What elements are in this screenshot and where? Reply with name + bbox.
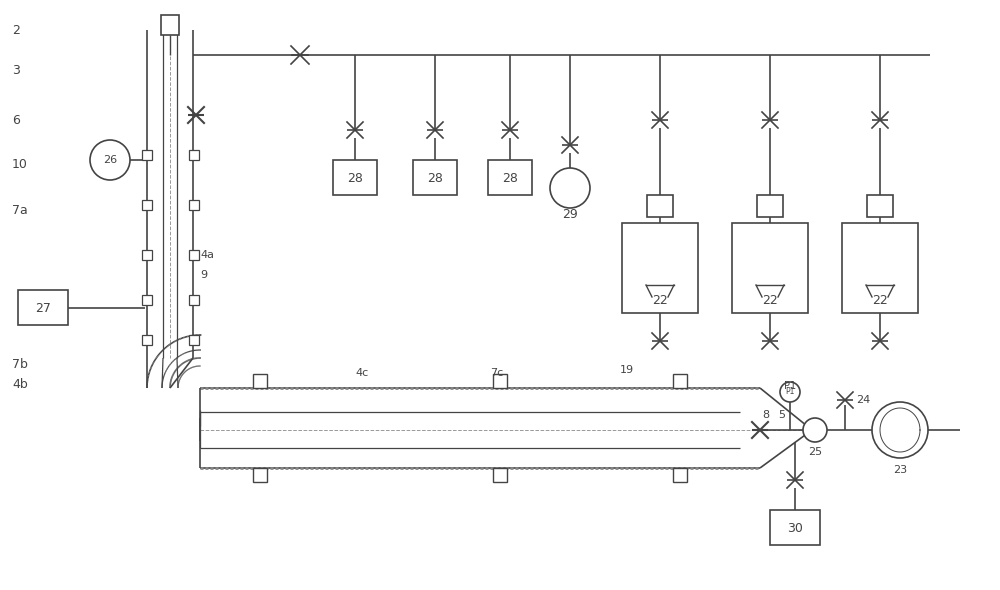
Bar [142, 150, 152, 160]
Text: 6: 6 [12, 113, 20, 126]
Bar [647, 195, 673, 217]
Bar [757, 195, 783, 217]
Bar [413, 160, 457, 195]
Text: 27: 27 [35, 301, 51, 314]
Text: 25: 25 [808, 447, 822, 457]
Bar [189, 250, 199, 260]
Bar [493, 374, 507, 388]
Bar [622, 223, 698, 313]
Bar [253, 468, 267, 482]
Text: 22: 22 [762, 294, 778, 307]
Text: 26: 26 [103, 155, 117, 165]
Text: 19: 19 [620, 365, 634, 375]
Text: 4a: 4a [200, 250, 214, 260]
Text: 7b: 7b [12, 359, 28, 372]
Text: 7c: 7c [490, 368, 503, 378]
Bar [867, 195, 893, 217]
Bar [189, 150, 199, 160]
Bar [673, 468, 687, 482]
Text: 4c: 4c [355, 368, 368, 378]
Bar [333, 160, 377, 195]
Text: 30: 30 [787, 522, 803, 535]
Circle shape [550, 168, 590, 208]
Circle shape [780, 382, 800, 402]
Text: 23: 23 [893, 465, 907, 475]
Circle shape [90, 140, 130, 180]
Bar [142, 250, 152, 260]
Bar [142, 200, 152, 210]
Text: 4b: 4b [12, 379, 28, 392]
Bar [189, 295, 199, 305]
Text: 22: 22 [872, 294, 888, 307]
Text: 8: 8 [762, 410, 769, 420]
Circle shape [872, 402, 928, 458]
Text: 24: 24 [856, 395, 870, 405]
Text: 5: 5 [778, 410, 785, 420]
Text: P1: P1 [784, 381, 796, 391]
Text: 3: 3 [12, 64, 20, 77]
Bar [161, 15, 179, 35]
Bar [842, 223, 918, 313]
Bar [18, 290, 68, 325]
Text: 22: 22 [652, 294, 668, 307]
Text: 10: 10 [12, 159, 28, 172]
Text: 7a: 7a [12, 204, 28, 217]
Bar [493, 468, 507, 482]
Polygon shape [760, 388, 810, 468]
Bar [189, 335, 199, 345]
Bar [253, 374, 267, 388]
Text: 28: 28 [427, 172, 443, 185]
Bar [142, 335, 152, 345]
Text: 29: 29 [562, 208, 578, 221]
Circle shape [803, 418, 827, 442]
Bar [673, 374, 687, 388]
Bar [732, 223, 808, 313]
Bar [770, 510, 820, 545]
Text: P1: P1 [785, 388, 795, 396]
Text: 9: 9 [200, 270, 207, 280]
Bar [142, 295, 152, 305]
Bar [189, 200, 199, 210]
Text: 28: 28 [502, 172, 518, 185]
Text: 28: 28 [347, 172, 363, 185]
Text: 2: 2 [12, 24, 20, 37]
Bar [488, 160, 532, 195]
